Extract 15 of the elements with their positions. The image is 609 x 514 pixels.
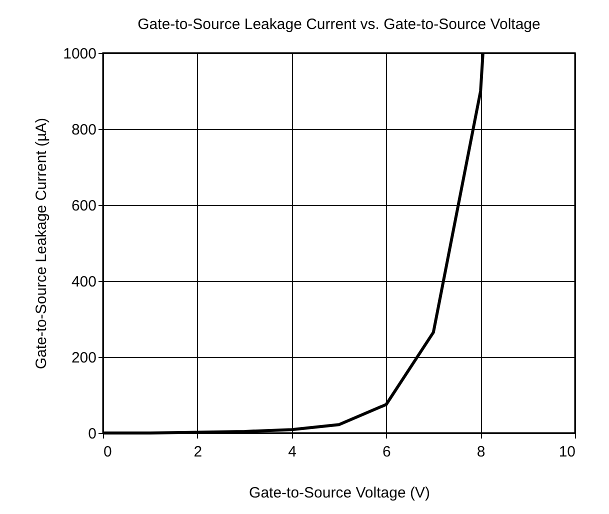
x-tick-label: 2 [194,444,202,460]
x-tick-label: 0 [104,444,112,460]
y-tick-label: 400 [71,274,96,290]
y-tick-label: 800 [71,122,96,138]
x-tick-label: 4 [288,444,296,460]
y-tick-label: 1000 [63,46,96,62]
y-tick-label: 600 [71,198,96,214]
y-axis-title: Gate-to-Source Leakage Current (µA) [33,118,50,370]
y-tick-label: 0 [88,426,96,442]
x-tick-label: 6 [382,444,391,460]
y-tick-label: 200 [71,350,96,366]
chart-title: Gate-to-Source Leakage Current vs. Gate-to-Source Voltage [138,16,540,33]
x-axis-title: Gate-to-Source Voltage (V) [249,484,430,502]
x-tick-label: 10 [558,444,576,460]
x-tick-label: 8 [476,444,486,460]
